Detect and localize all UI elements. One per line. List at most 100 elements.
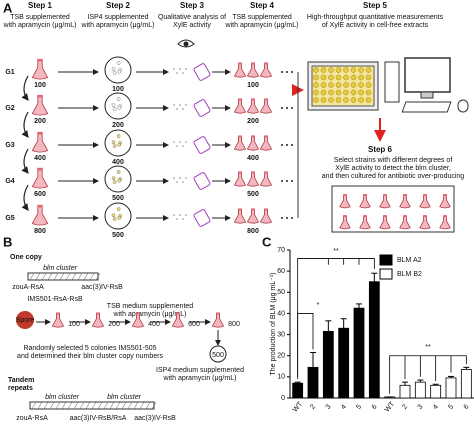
step-text: ISP4 supplemented [87,14,148,21]
concentration: 500 [112,195,124,202]
flask-cap [216,312,220,315]
colony [117,142,122,147]
spray-bottle [193,172,211,190]
colony [116,207,121,211]
hatch [127,401,133,410]
section-label: One copy [10,254,42,261]
step-text: TSB supplemented [232,14,292,21]
flask [233,63,247,78]
well [335,74,342,81]
step-title: Step 6 [368,145,393,154]
step-text: High-throughput quantitative measurement… [307,14,444,21]
flask-cap [383,194,387,196]
medium-text: ISP4 medium supplemented [156,367,244,374]
spray [185,104,187,106]
flask-cap [37,167,43,171]
hatch [43,401,49,410]
flask [31,169,49,189]
x-tick-label: WT [292,400,305,413]
colony [112,71,117,75]
well [350,82,357,88]
well [313,67,319,73]
flask-cap [363,194,367,196]
flask-cap [363,215,367,217]
spray [182,218,184,220]
hatch [65,272,71,281]
hatch [95,272,101,281]
colony [111,213,116,218]
colony [111,176,116,181]
concentration: 200 [34,118,46,125]
well [358,97,364,103]
well [365,89,372,96]
bar [414,381,426,399]
concentration: 400 [247,155,259,162]
y-tick-label: 50 [277,289,285,296]
group-label: G2 [5,105,14,112]
flask [259,99,273,114]
well [313,74,319,81]
legend-label: BLM A2 [397,257,422,264]
ellipsis-dot [291,107,293,109]
flask [91,313,105,328]
colony [116,61,121,65]
y-tick-label: 10 [277,374,285,381]
flask-cap [238,171,242,174]
well [328,97,334,103]
colony [117,215,122,220]
colony [117,69,122,74]
concentration: 500 [212,352,224,359]
well [350,67,357,73]
well [313,97,319,103]
significance-label: * [317,302,320,309]
x-tick-label: 2 [401,403,409,411]
bar [322,330,334,399]
well [365,74,372,81]
colony [116,97,121,101]
step-title: Step 3 [180,1,205,10]
flask-cap [264,171,268,174]
step-text: of XylE activity in cell-free extracts [322,22,429,29]
spray-bottle [193,136,211,154]
step-text: TSB supplemented [10,14,70,21]
flask-cap [37,204,43,208]
curved-arrow [21,148,29,174]
flask [419,216,431,230]
bar [353,307,365,399]
hatch [35,272,41,281]
flask-cap [264,62,268,65]
flask-cap [343,194,347,196]
colony [111,140,116,145]
flask [399,216,411,230]
flask [259,63,273,78]
well [365,82,372,88]
flask [379,216,391,230]
well [313,82,319,88]
spray [176,145,178,147]
curved-arrow [21,75,29,101]
flask-cap [264,98,268,101]
ellipsis-dot [286,217,288,219]
step-text: XylE activity to detect the blm cluster, [335,165,451,172]
medium-text: with apramycin (μg/mL) [113,311,187,318]
spray [176,181,178,183]
well [343,97,349,103]
ellipsis-dot [286,71,288,73]
medium-text: with apramycin (μg/mL) [163,375,237,382]
hatch [53,272,59,281]
hatch [29,272,35,281]
hatch [83,272,89,281]
flask [246,63,260,78]
bar [368,281,380,399]
flask [233,99,247,114]
concentration: 100 [34,82,46,89]
well [343,74,349,81]
spray [185,214,187,216]
spray [179,141,181,143]
spray [185,141,187,143]
y-tick-label: 60 [277,268,285,275]
medium-text: TSB medium supplemented [107,303,193,310]
well [335,89,342,96]
well [343,89,349,96]
spray [173,68,175,70]
